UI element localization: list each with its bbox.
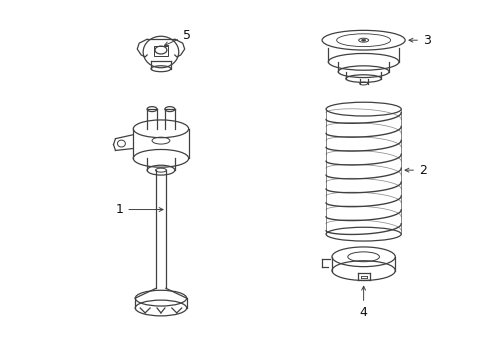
Text: 1: 1 (115, 203, 163, 216)
Bar (154, 46, 167, 56)
Text: 5: 5 (164, 29, 190, 46)
Text: 2: 2 (404, 164, 426, 177)
Ellipse shape (361, 39, 365, 41)
Text: 3: 3 (408, 34, 430, 47)
Text: 4: 4 (359, 286, 367, 319)
